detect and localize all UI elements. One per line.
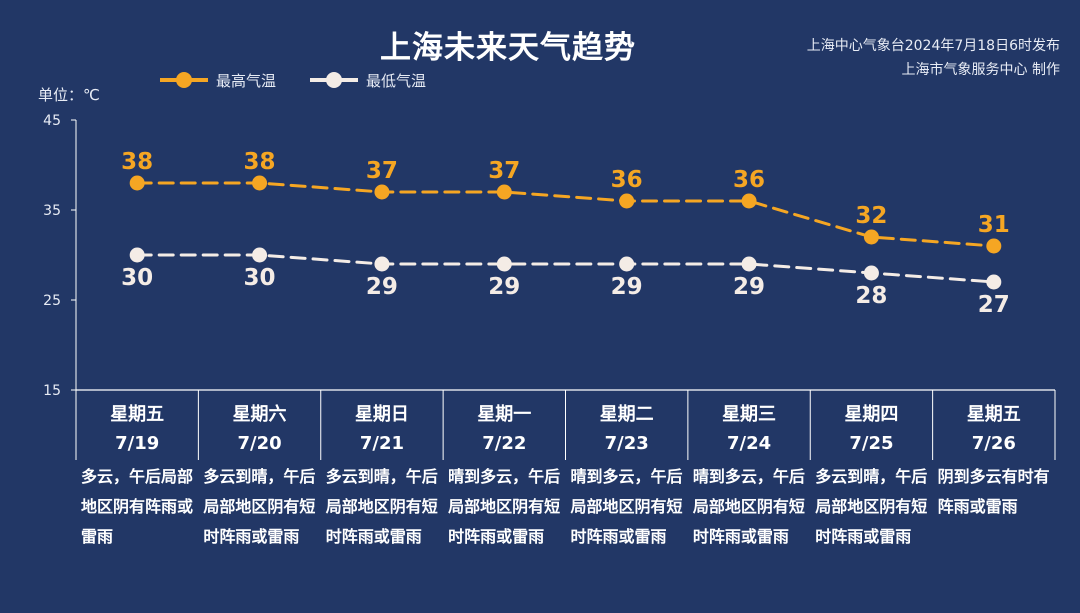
y-tick-label: 35	[43, 203, 61, 219]
date-label: 7/19	[115, 433, 160, 454]
data-point-high	[619, 193, 635, 209]
data-point-high	[374, 184, 390, 200]
date-label: 7/26	[971, 433, 1016, 454]
data-point-low	[741, 256, 757, 272]
data-label-low: 30	[121, 265, 153, 291]
weather-description: 晴到多云，午后局部地区阴有短时阵雨或雷雨	[692, 467, 805, 546]
data-label-low: 28	[855, 283, 887, 309]
data-point-low	[496, 256, 512, 272]
data-label-high: 31	[978, 212, 1010, 238]
weather-description: 晴到多云，午后局部地区阴有短时阵雨或雷雨	[570, 467, 683, 546]
legend-label-high: 最高气温	[216, 72, 277, 90]
date-label: 7/23	[604, 433, 649, 454]
date-label: 7/20	[237, 433, 282, 454]
source-line-2: 上海市气象服务中心 制作	[901, 62, 1060, 78]
data-label-high: 38	[244, 149, 276, 175]
data-point-high	[986, 238, 1002, 254]
date-label: 7/25	[849, 433, 894, 454]
date-label: 7/24	[726, 433, 772, 454]
weekday-label: 星期一	[477, 404, 532, 425]
y-tick-label: 15	[43, 383, 61, 399]
unit-label: 单位：℃	[38, 86, 100, 104]
data-point-low	[619, 256, 635, 272]
series-line-low	[135, 253, 996, 284]
weather-description: 多云，午后局部地区阴有阵雨或雷雨	[81, 467, 194, 546]
data-point-low	[374, 256, 390, 272]
data-point-high	[496, 184, 512, 200]
data-label-low: 29	[366, 274, 398, 300]
chart-title: 上海未来天气趋势	[380, 30, 636, 66]
source-info: 上海中心气象台2024年7月18日6时发布 上海市气象服务中心 制作	[807, 34, 1060, 82]
day-cell: 星期四 7/25	[810, 390, 932, 460]
date-label: 7/21	[359, 433, 405, 454]
legend-label-low: 最低气温	[366, 72, 427, 90]
weekday-label: 星期五	[110, 404, 165, 425]
day-cell: 星期日 7/21	[321, 390, 443, 460]
data-label-high: 36	[611, 167, 643, 193]
weather-description: 晴到多云，午后局部地区阴有短时阵雨或雷雨	[448, 467, 561, 546]
weekday-label: 星期六	[232, 404, 287, 425]
y-tick-label: 45	[43, 113, 61, 129]
data-label-low: 29	[611, 274, 643, 300]
data-label-low: 29	[488, 274, 520, 300]
date-row: 星期五 7/19 星期六 7/20 星期日 7/21 星期一 7/22 星期二 7/23 星期三 7/…	[76, 390, 1055, 460]
data-point-high	[252, 175, 268, 191]
data-label-low: 30	[244, 265, 276, 291]
data-point-high	[863, 229, 879, 245]
weekday-label: 星期日	[354, 404, 409, 425]
data-label-high: 38	[121, 149, 153, 175]
data-point-low	[252, 247, 268, 263]
weekday-label: 星期四	[844, 404, 899, 425]
day-cell: 星期五 7/19	[76, 390, 198, 460]
day-cell: 星期五 7/26	[933, 390, 1055, 460]
weather-description: 多云到晴，午后局部地区阴有短时阵雨或雷雨	[325, 467, 438, 546]
data-label-low: 27	[978, 292, 1010, 318]
data-label-high: 36	[733, 167, 765, 193]
data-point-low	[129, 247, 145, 263]
legend-swatch-low	[310, 71, 358, 89]
weekday-label: 星期三	[722, 404, 777, 425]
day-cell: 星期一 7/22	[443, 390, 565, 460]
date-label: 7/22	[482, 433, 527, 454]
data-label-high: 37	[366, 158, 398, 184]
data-point-low	[986, 274, 1002, 290]
y-tick-label: 25	[43, 293, 61, 309]
day-cell: 星期六 7/20	[198, 390, 320, 460]
day-cell: 星期二 7/23	[566, 390, 688, 460]
weather-description: 多云到晴，午后局部地区阴有短时阵雨或雷雨	[815, 467, 928, 546]
weather-description: 阴到多云有时有阵雨或雷雨	[937, 467, 1050, 516]
data-label-high: 37	[488, 158, 520, 184]
legend-swatch-high	[160, 71, 208, 89]
data-label-low: 29	[733, 274, 765, 300]
series-line-high	[135, 181, 996, 248]
data-point-low	[863, 265, 879, 281]
data-point-high	[129, 175, 145, 191]
weekday-label: 星期二	[599, 404, 654, 425]
day-cell: 星期三 7/24	[688, 390, 810, 460]
weekday-label: 星期五	[966, 404, 1021, 425]
data-label-high: 32	[855, 203, 887, 229]
weather-description: 多云到晴，午后局部地区阴有短时阵雨或雷雨	[203, 467, 316, 546]
source-line-1: 上海中心气象台2024年7月18日6时发布	[806, 38, 1060, 54]
data-point-high	[741, 193, 757, 209]
